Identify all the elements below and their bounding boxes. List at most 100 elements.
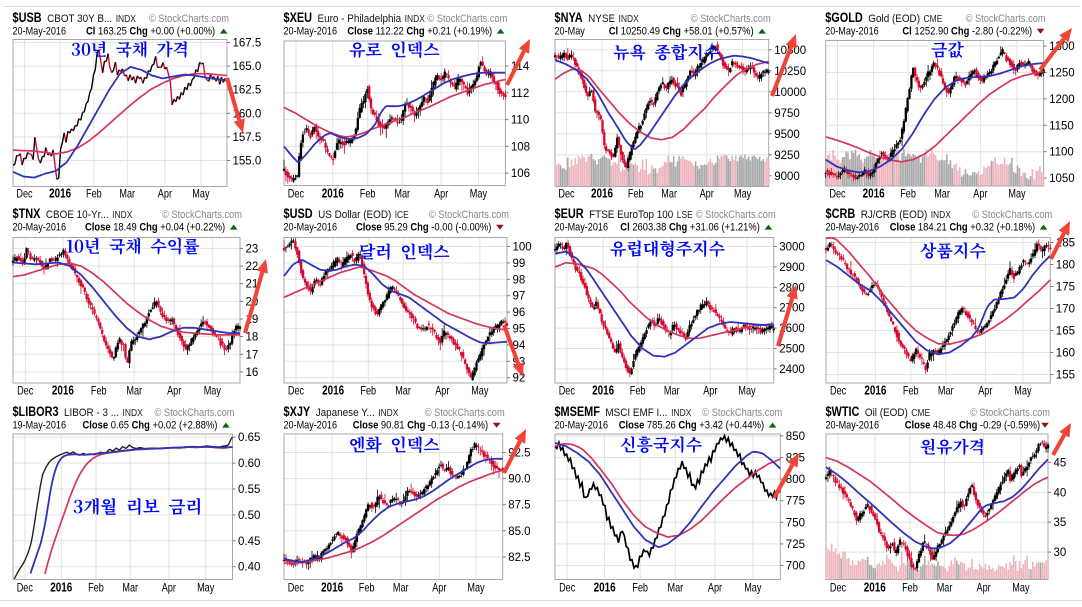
svg-text:Feb: Feb	[360, 384, 376, 398]
svg-text:US Dollar (EOD): US Dollar (EOD)	[318, 209, 391, 221]
svg-text:CME: CME	[924, 14, 943, 25]
svg-text:© StockCharts.com: © StockCharts.com	[970, 407, 1050, 419]
svg-text:1050: 1050	[1049, 173, 1075, 185]
svg-text:May: May	[192, 187, 209, 201]
svg-text:22: 22	[246, 261, 259, 273]
svg-text:9500: 9500	[774, 129, 800, 141]
svg-text:Dec: Dec	[16, 187, 32, 201]
svg-text:$USD: $USD	[284, 206, 313, 222]
svg-text:19-May-2016: 19-May-2016	[13, 420, 67, 432]
svg-text:9250: 9250	[774, 150, 800, 162]
svg-text:May: May	[470, 187, 487, 201]
svg-text:94: 94	[513, 340, 526, 352]
svg-text:2016: 2016	[49, 186, 71, 201]
svg-text:20-May-2016: 20-May-2016	[284, 222, 338, 234]
svg-text:Apr: Apr	[434, 187, 448, 201]
svg-text:Close 90.81 Chg -0.13 (-0.14%): Close 90.81 Chg -0.13 (-0.14%)	[353, 420, 488, 432]
svg-text:Cl 1252.90 Chg -2.80 (-0.22%): Cl 1252.90 Chg -2.80 (-0.22%)	[902, 26, 1032, 38]
svg-text:Feb: Feb	[360, 187, 376, 201]
svg-text:Feb: Feb	[900, 187, 916, 201]
svg-text:© StockCharts.com: © StockCharts.com	[429, 209, 509, 221]
svg-text:Feb: Feb	[359, 581, 375, 595]
svg-text:2500: 2500	[779, 344, 805, 356]
svg-text:Apr: Apr	[700, 187, 714, 201]
svg-text:© StockCharts.com: © StockCharts.com	[972, 209, 1052, 221]
svg-text:Mar: Mar	[393, 581, 409, 595]
svg-text:2900: 2900	[779, 262, 805, 274]
svg-text:2016: 2016	[50, 580, 72, 595]
svg-text:Apr: Apr	[162, 581, 176, 595]
svg-text:Cl 10250.49 Chg +58.01 (+0.57%: Cl 10250.49 Chg +58.01 (+0.57%)	[609, 26, 754, 38]
svg-text:98: 98	[513, 274, 526, 286]
svg-text:Feb: Feb	[628, 187, 644, 201]
svg-text:92: 92	[513, 373, 526, 385]
svg-text:Dec: Dec	[17, 581, 33, 595]
svg-text:Apr: Apr	[977, 581, 991, 595]
svg-text:110: 110	[511, 115, 529, 127]
svg-text:18: 18	[246, 332, 259, 344]
svg-text:INDX: INDX	[619, 14, 640, 25]
svg-text:87.5: 87.5	[508, 500, 530, 512]
svg-text:2016: 2016	[322, 186, 344, 201]
svg-text:RJ/CRB (EOD): RJ/CRB (EOD)	[861, 209, 928, 221]
svg-text:May: May	[197, 581, 214, 595]
svg-text:Feb: Feb	[86, 187, 102, 201]
svg-text:700: 700	[786, 561, 805, 573]
svg-text:Apr: Apr	[432, 581, 446, 595]
svg-text:0.40: 0.40	[238, 562, 260, 574]
svg-text:May: May	[734, 187, 751, 201]
svg-text:© StockCharts.com: © StockCharts.com	[425, 407, 505, 419]
svg-text:20-May-2016: 20-May-2016	[284, 26, 338, 38]
svg-text:Mar: Mar	[661, 187, 677, 201]
svg-text:180: 180	[1056, 260, 1075, 272]
svg-text:© StockCharts.com: © StockCharts.com	[966, 13, 1046, 25]
svg-text:$CRB: $CRB	[826, 206, 856, 222]
svg-text:NYSE: NYSE	[588, 13, 615, 25]
svg-text:LSE: LSE	[677, 210, 693, 221]
svg-text:82.5: 82.5	[508, 552, 530, 564]
svg-text:Feb: Feb	[632, 581, 648, 595]
svg-text:Mar: Mar	[395, 384, 411, 398]
svg-text:ICE: ICE	[395, 210, 409, 221]
svg-text:157.5: 157.5	[233, 132, 262, 144]
svg-text:Mar: Mar	[668, 581, 684, 595]
svg-text:Dec: Dec	[559, 384, 575, 398]
svg-text:2016: 2016	[594, 580, 616, 595]
svg-text:Mar: Mar	[394, 187, 410, 201]
svg-text:© StockCharts.com: © StockCharts.com	[427, 13, 507, 25]
svg-text:165: 165	[1056, 326, 1075, 338]
svg-text:17: 17	[246, 349, 259, 361]
svg-text:Oil (EOD): Oil (EOD)	[865, 407, 908, 419]
svg-text:95: 95	[513, 324, 526, 336]
svg-text:106: 106	[511, 168, 530, 180]
svg-text:Close 184.21 Chg +0.32 (+0.18%: Close 184.21 Chg +0.32 (+0.18%)	[890, 222, 1035, 234]
svg-text:Apr: Apr	[703, 384, 717, 398]
svg-text:INDX: INDX	[931, 210, 952, 221]
svg-text:725: 725	[786, 539, 805, 551]
svg-text:99: 99	[513, 258, 526, 270]
svg-text:$XEU: $XEU	[284, 10, 313, 26]
svg-text:$WTIC: $WTIC	[826, 404, 860, 420]
svg-text:© StockCharts.com: © StockCharts.com	[162, 209, 242, 221]
svg-text:Mar: Mar	[934, 187, 950, 201]
svg-text:100: 100	[513, 242, 532, 254]
svg-text:Dec: Dec	[558, 187, 574, 201]
svg-text:May: May	[1012, 581, 1029, 595]
svg-text:$GOLD: $GOLD	[825, 10, 863, 26]
svg-text:2400: 2400	[779, 364, 805, 376]
svg-text:20-May-2016: 20-May-2016	[825, 26, 879, 38]
svg-text:$LIBOR3: $LIBOR3	[13, 404, 59, 420]
svg-text:Feb: Feb	[630, 384, 646, 398]
svg-text:800: 800	[786, 474, 805, 486]
svg-text:Dec: Dec	[559, 581, 575, 595]
svg-text:Close 95.29 Chg -0.00 (-0.00%): Close 95.29 Chg -0.00 (-0.00%)	[356, 222, 491, 234]
svg-text:LIBOR - 3 ...: LIBOR - 3 ...	[64, 407, 119, 419]
svg-text:© StockCharts.com: © StockCharts.com	[155, 407, 235, 419]
svg-text:Apr: Apr	[708, 581, 722, 595]
svg-text:Euro - Philadelphia: Euro - Philadelphia	[318, 13, 402, 25]
svg-text:May: May	[738, 384, 755, 398]
svg-text:162.5: 162.5	[233, 85, 262, 97]
svg-text:20-May-2016: 20-May-2016	[826, 222, 880, 234]
svg-text:INDX: INDX	[116, 14, 137, 25]
svg-text:Close 0.65 Chg +0.02 (+2.88%): Close 0.65 Chg +0.02 (+2.88%)	[83, 420, 218, 432]
